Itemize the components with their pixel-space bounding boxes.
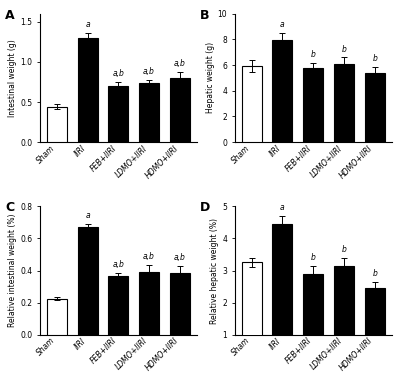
Text: a,b: a,b	[174, 253, 186, 262]
Text: A: A	[5, 8, 15, 21]
Bar	[303, 274, 323, 367]
Bar	[365, 74, 385, 142]
Bar	[47, 299, 67, 335]
Bar	[334, 266, 354, 367]
Bar	[170, 273, 190, 335]
Bar	[47, 107, 67, 142]
Text: D: D	[200, 201, 210, 214]
Text: a,b: a,b	[143, 252, 155, 261]
Text: a: a	[280, 203, 285, 212]
Bar	[334, 64, 354, 142]
Text: b: b	[311, 50, 316, 59]
Y-axis label: Hepatic weight (g): Hepatic weight (g)	[206, 42, 215, 114]
Text: b: b	[342, 45, 346, 53]
Text: b: b	[372, 269, 377, 278]
Text: a,b: a,b	[112, 260, 124, 269]
Text: a,b: a,b	[112, 69, 124, 78]
Bar	[272, 224, 292, 367]
Text: b: b	[372, 54, 377, 63]
Y-axis label: Relative intestinal weight (%): Relative intestinal weight (%)	[8, 214, 17, 327]
Bar	[108, 276, 128, 335]
Y-axis label: Intestinal weight (g): Intestinal weight (g)	[8, 39, 17, 117]
Text: a,b: a,b	[174, 59, 186, 69]
Text: a: a	[85, 20, 90, 29]
Bar	[170, 78, 190, 142]
Bar	[242, 263, 262, 367]
Text: a,b: a,b	[143, 67, 155, 76]
Bar	[108, 86, 128, 142]
Text: b: b	[342, 245, 346, 254]
Bar	[303, 68, 323, 142]
Bar	[272, 40, 292, 142]
Text: B: B	[200, 8, 210, 21]
Bar	[78, 227, 98, 335]
Text: a: a	[85, 211, 90, 220]
Y-axis label: Relative hepatic weight (%): Relative hepatic weight (%)	[210, 218, 220, 323]
Text: a: a	[280, 20, 285, 29]
Bar	[139, 272, 159, 335]
Bar	[242, 66, 262, 142]
Bar	[139, 83, 159, 142]
Bar	[365, 288, 385, 367]
Bar	[78, 38, 98, 142]
Text: C: C	[5, 201, 14, 214]
Text: b: b	[311, 253, 316, 262]
